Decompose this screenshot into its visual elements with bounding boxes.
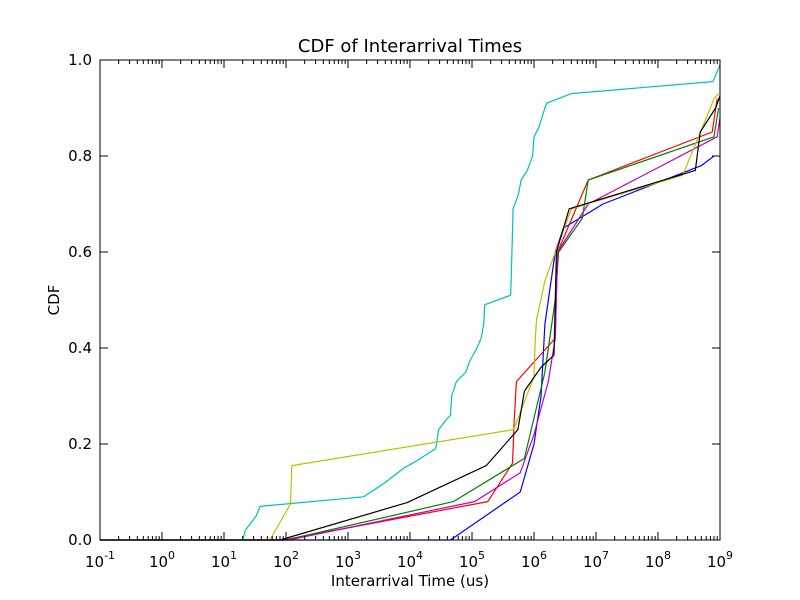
x-tick-label-exponent: 2 [292,549,299,562]
series-line-1 [100,155,715,541]
x-tick-label-exponent: 7 [602,549,609,562]
x-tick-label-exponent: 5 [478,549,485,562]
y-tick-label-5: 1.0 [68,51,92,69]
x-tick-label-base: 10 [397,553,416,571]
x-tick-label-base: 10 [707,553,726,571]
x-tick-label-2: 101 [211,549,237,571]
x-tick-label-5: 104 [397,549,423,571]
x-tick-label-10: 109 [707,549,733,571]
x-tick-label-exponent: 9 [726,549,733,562]
tick-labels-layer: 10-1 100 101 102 103 104 105 106 107 108 1090.00.2… [68,51,733,571]
x-tick-label-9: 108 [645,549,671,571]
x-tick-label-7: 106 [521,549,547,571]
x-tick-label-1: 100 [149,549,175,571]
x-tick-label-base: 10 [85,553,104,571]
series-line-6 [100,93,720,541]
x-tick-label-4: 103 [335,549,361,571]
x-tick-label-exponent: -1 [104,549,115,562]
series-line-5 [100,64,721,541]
y-tick-label-0: 0.0 [68,531,92,549]
x-tick-label-base: 10 [583,553,602,571]
series-layer [100,64,721,541]
series-line-4 [100,117,721,541]
x-tick-label-base: 10 [149,553,168,571]
x-tick-label-exponent: 1 [230,549,237,562]
x-axis-label: Interarrival Time (us) [331,572,489,590]
x-tick-label-exponent: 0 [168,549,175,562]
x-tick-label-base: 10 [459,553,478,571]
x-tick-label-base: 10 [521,553,540,571]
series-line-7 [100,95,721,541]
y-tick-label-4: 0.8 [68,147,92,165]
x-tick-label-exponent: 6 [540,549,547,562]
series-line-2 [100,98,718,541]
x-tick-label-base: 10 [645,553,664,571]
chart-title: CDF of Interarrival Times [298,36,522,57]
x-tick-label-exponent: 8 [664,549,671,562]
y-tick-label-1: 0.2 [68,435,92,453]
ticks-layer [99,59,721,541]
x-tick-label-3: 102 [273,549,299,571]
y-axis-label: CDF [45,285,63,316]
x-tick-label-8: 107 [583,549,609,571]
x-tick-label-exponent: 3 [354,549,361,562]
x-tick-label-0: 10-1 [85,549,115,571]
y-tick-label-3: 0.6 [68,243,92,261]
plot-frame [99,59,721,541]
x-tick-label-base: 10 [273,553,292,571]
y-tick-label-2: 0.4 [68,339,92,357]
x-tick-label-6: 105 [459,549,485,571]
x-tick-label-base: 10 [335,553,354,571]
x-tick-label-exponent: 4 [416,549,423,562]
x-tick-label-base: 10 [211,553,230,571]
